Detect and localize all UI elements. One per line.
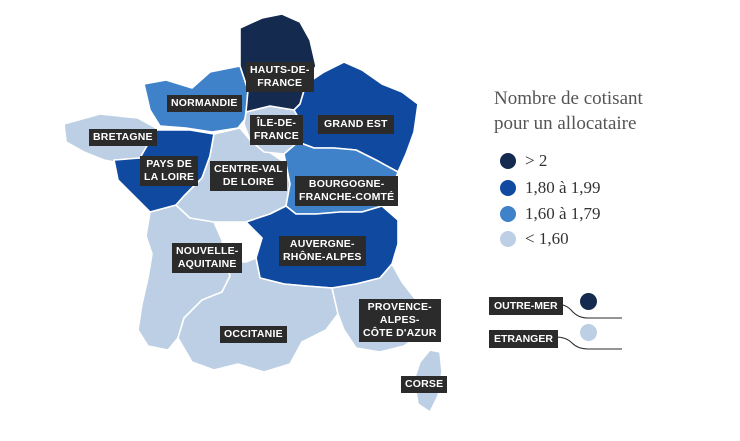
label-corse: CORSE [401, 376, 448, 393]
legend-item: < 1,60 [500, 229, 569, 248]
label-occitanie: OCCITANIE [220, 326, 287, 343]
label-nouvelle-aquitaine: NOUVELLE- AQUITAINE [172, 243, 243, 273]
legend-label: < 1,60 [525, 229, 569, 248]
legend-label: 1,60 à 1,79 [525, 204, 601, 223]
label-grand-est: GRAND EST [318, 115, 394, 134]
legend-swatch-medium [500, 206, 516, 222]
legend-label: 1,80 à 1,99 [525, 178, 601, 197]
legend-item: 1,80 à 1,99 [500, 178, 601, 197]
legend-swatch-dark [500, 180, 516, 196]
label-hauts-de-france: HAUTS-DE- FRANCE [246, 62, 314, 92]
legend-swatch-light [500, 231, 516, 247]
region-occitanie[interactable] [177, 257, 339, 373]
legend-label: > 2 [525, 151, 548, 170]
label-ile-de-france: ÎLE-DE- FRANCE [250, 115, 303, 145]
label-bretagne: BRETAGNE [89, 129, 157, 146]
label-centre-val-de-loire: CENTRE-VAL DE LOIRE [210, 161, 287, 191]
legend-swatch-darkest [500, 153, 516, 169]
label-bourgogne-franche-comte: BOURGOGNE- FRANCHE-COMTÉ [295, 176, 399, 206]
legend-title: Nombre de cotisant pour un allocataire [494, 88, 643, 134]
outre-mer-dot[interactable] [580, 293, 597, 310]
legend-item: > 2 [500, 151, 548, 170]
etranger-dot[interactable] [580, 324, 597, 341]
label-normandie: NORMANDIE [167, 95, 242, 112]
outre-mer-label: OUTRE-MER [489, 297, 563, 315]
etranger-label: ETRANGER [489, 330, 558, 348]
legend-item: 1,60 à 1,79 [500, 204, 601, 223]
label-pays-de-la-loire: PAYS DE LA LOIRE [140, 156, 199, 186]
etranger-connector [492, 336, 622, 350]
label-provence-alpes-cote-d-azur: PROVENCE- ALPES- CÔTE D'AZUR [359, 299, 441, 342]
label-auvergne-rhone-alpes: AUVERGNE- RHÔNE-ALPES [279, 236, 366, 266]
